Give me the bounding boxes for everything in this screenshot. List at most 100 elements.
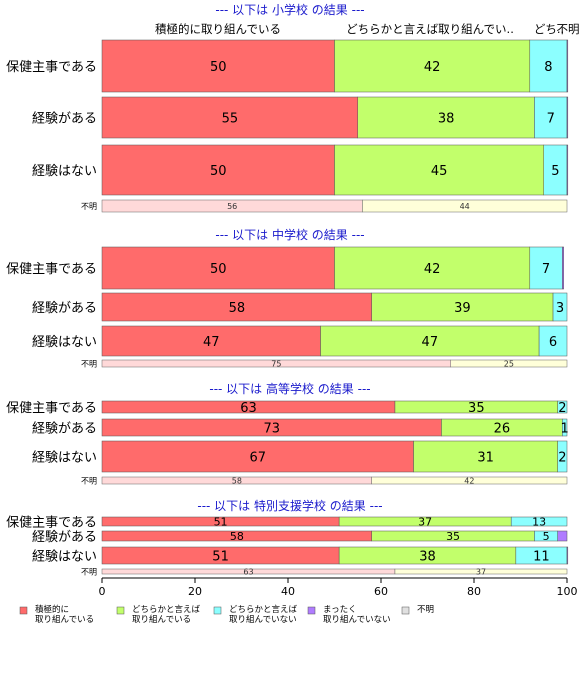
row-label: 保健主事である bbox=[6, 516, 97, 531]
bar-segment bbox=[562, 418, 568, 437]
row-label: 経験はない bbox=[32, 164, 97, 179]
data-label: 51 bbox=[214, 516, 228, 529]
data-label: 50 bbox=[210, 164, 227, 179]
data-label: 67 bbox=[250, 450, 267, 465]
bar-segment bbox=[101, 292, 372, 322]
bar-segment bbox=[357, 96, 535, 139]
legend-swatch bbox=[213, 606, 222, 615]
bar-segment bbox=[510, 516, 568, 527]
data-label: 26 bbox=[494, 421, 511, 436]
unknown-data-label: 58 bbox=[232, 477, 242, 486]
unknown-data-label: 75 bbox=[271, 360, 281, 369]
bar-segment bbox=[529, 246, 563, 290]
bar-segment bbox=[334, 246, 531, 290]
legend-label: 積極的に取り組んでいる bbox=[35, 604, 94, 625]
bar-segment bbox=[534, 96, 568, 139]
legend-label-line: 取り組んでいる bbox=[132, 614, 191, 625]
data-label: 2 bbox=[558, 450, 566, 465]
row-label: 経験はない bbox=[32, 335, 97, 350]
x-tick-label: 40 bbox=[281, 585, 295, 598]
data-label: 5 bbox=[551, 164, 559, 179]
group-title: --- 以下は 高等学校 の結果 --- bbox=[209, 381, 370, 396]
bar-segment bbox=[566, 144, 569, 196]
row-label: 保健主事である bbox=[6, 401, 97, 416]
data-label: 50 bbox=[210, 60, 227, 75]
legend-swatch bbox=[19, 606, 28, 615]
bar-segment bbox=[101, 96, 358, 139]
column-header: どち.. bbox=[534, 22, 564, 36]
column-header: 積極的に取り組んでいる bbox=[155, 22, 281, 36]
group-title: --- 以下は 小学校 の結果 --- bbox=[215, 2, 364, 17]
group-title: --- 以下は 中学校 の結果 --- bbox=[215, 227, 364, 242]
x-tick-label: 100 bbox=[557, 585, 578, 598]
unknown-label: 不明 bbox=[81, 360, 97, 369]
data-label: 5 bbox=[543, 530, 550, 543]
group-title: --- 以下は 特別支援学校 の結果 --- bbox=[197, 498, 382, 513]
bar-segment bbox=[557, 440, 568, 473]
x-tick-label: 0 bbox=[99, 585, 106, 598]
row-label: 経験がある bbox=[32, 112, 97, 127]
unknown-label: 不明 bbox=[81, 568, 97, 577]
data-label: 45 bbox=[431, 164, 448, 179]
legend-label-line: 取り組んでいない bbox=[323, 614, 391, 625]
unknown-data-label: 42 bbox=[464, 477, 474, 486]
x-tick-label: 20 bbox=[188, 585, 202, 598]
legend-label-line: 不明 bbox=[417, 605, 434, 615]
data-label: 58 bbox=[230, 530, 244, 543]
legend-label: 不明 bbox=[417, 605, 434, 615]
data-label: 3 bbox=[556, 301, 564, 316]
row-label: 経験がある bbox=[32, 530, 97, 545]
data-label: 13 bbox=[532, 516, 546, 529]
row-label: 保健主事である bbox=[6, 60, 97, 75]
data-label: 73 bbox=[263, 421, 280, 436]
bar-segment bbox=[562, 246, 564, 290]
data-label: 2 bbox=[558, 401, 566, 416]
bar-segment bbox=[566, 39, 569, 93]
bar-segment bbox=[101, 440, 414, 473]
row-label: 経験がある bbox=[32, 301, 97, 316]
unknown-segment bbox=[362, 199, 568, 213]
data-label: 1 bbox=[561, 421, 569, 436]
data-label: 35 bbox=[446, 530, 460, 543]
unknown-segment bbox=[450, 359, 568, 368]
data-label: 39 bbox=[454, 301, 471, 316]
legend-swatch bbox=[116, 606, 125, 615]
legend-label: どちらかと言えば取り組んでいない bbox=[229, 604, 298, 625]
row-label: 経験がある bbox=[32, 422, 97, 437]
unknown-data-label: 44 bbox=[460, 202, 470, 211]
row-label: 経験はない bbox=[32, 550, 97, 565]
row-label: 経験はない bbox=[32, 451, 97, 466]
bar-segment bbox=[101, 325, 321, 357]
data-label: 7 bbox=[542, 262, 550, 277]
unknown-data-label: 63 bbox=[243, 568, 253, 577]
data-label: 31 bbox=[477, 450, 494, 465]
data-label: 51 bbox=[212, 549, 229, 564]
row-label: 保健主事である bbox=[6, 262, 97, 277]
bar-segment bbox=[538, 325, 568, 357]
bar-segment bbox=[334, 144, 544, 196]
data-label: 42 bbox=[424, 262, 441, 277]
data-label: 38 bbox=[438, 111, 455, 126]
bar-segment bbox=[101, 144, 335, 196]
column-header: 不明 bbox=[557, 22, 580, 36]
legend-swatch bbox=[307, 606, 316, 615]
x-tick-label: 80 bbox=[467, 585, 481, 598]
unknown-data-label: 25 bbox=[504, 360, 514, 369]
legend-label-line: 取り組んでいる bbox=[35, 614, 94, 625]
unknown-data-label: 37 bbox=[476, 568, 486, 577]
bar-segment bbox=[566, 546, 569, 565]
bar-segment bbox=[566, 96, 569, 139]
data-label: 47 bbox=[203, 335, 220, 350]
data-label: 63 bbox=[240, 401, 257, 416]
legend-label: まったく取り組んでいない bbox=[323, 605, 391, 625]
data-label: 37 bbox=[418, 516, 432, 529]
bar-segment bbox=[101, 246, 335, 290]
bar-segment bbox=[552, 292, 568, 322]
data-label: 58 bbox=[229, 301, 246, 316]
bar-segment bbox=[320, 325, 540, 357]
data-label: 42 bbox=[424, 60, 441, 75]
bar-segment bbox=[557, 530, 568, 542]
data-label: 11 bbox=[533, 549, 550, 564]
column-header: どちらかと言えば取り組んでい.. bbox=[346, 22, 514, 36]
